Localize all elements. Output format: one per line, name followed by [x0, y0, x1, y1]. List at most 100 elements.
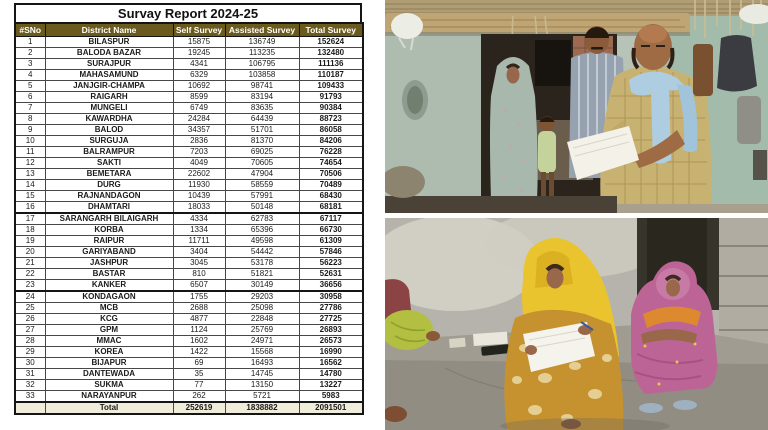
cell-self-survey: 11711 — [172, 234, 226, 247]
cell-total-survey: 26893 — [298, 323, 364, 336]
cell-self-survey: 77 — [172, 378, 226, 391]
cell-total-survey: 132480 — [298, 46, 364, 59]
pen — [580, 321, 594, 331]
cell-district: GPM — [44, 323, 174, 336]
cell-assisted-survey: 1838882 — [224, 400, 300, 414]
col-header-assisted-survey: Assisted Survey — [224, 22, 300, 37]
cell-sno: 13 — [14, 167, 46, 180]
table-row: 16 DHAMTARI 18033 50148 68181 — [14, 200, 364, 213]
table-row: 11 BALRAMPUR 7203 69025 76228 — [14, 145, 364, 158]
cell-assisted-survey: 62783 — [224, 211, 300, 225]
cell-sno: 33 — [14, 389, 46, 402]
cell-sno: 7 — [14, 101, 46, 114]
cell-self-survey: 6507 — [172, 278, 226, 291]
cell-district: KONDAGAON — [44, 289, 174, 303]
dark-ground — [385, 196, 617, 213]
cell-total-survey: 84206 — [298, 134, 364, 147]
cell-assisted-survey: 24971 — [224, 334, 300, 347]
cell-sno: 18 — [14, 223, 46, 236]
cell-district: Total — [44, 400, 174, 414]
cell-district: BALRAMPUR — [44, 145, 174, 158]
cell-total-survey: 91793 — [298, 90, 364, 103]
cell-assisted-survey: 65396 — [224, 223, 300, 236]
cell-district: RAIGARH — [44, 90, 174, 103]
cell-assisted-survey: 30149 — [224, 278, 300, 291]
cell-total-survey: 109433 — [298, 79, 364, 92]
cell-total-survey: 76228 — [298, 145, 364, 158]
table-row: 19 RAIPUR 11711 49598 61309 — [14, 234, 364, 247]
woman-pink-saree — [631, 261, 718, 413]
cell-total-survey: 66730 — [298, 223, 364, 236]
cell-total-survey: 36656 — [298, 278, 364, 291]
table-total-row: Total 252619 1838882 2091501 — [14, 400, 364, 414]
cell-sno: 8 — [14, 112, 46, 125]
cell-total-survey: 86058 — [298, 123, 364, 136]
cell-total-survey: 27786 — [298, 301, 364, 314]
table-row: 29 KOREA 1422 15568 16990 — [14, 345, 364, 358]
cell-self-survey: 10439 — [172, 189, 226, 202]
cell-total-survey: 14780 — [298, 367, 364, 380]
cell-self-survey: 1755 — [172, 289, 226, 303]
sack — [385, 166, 425, 198]
cell-self-survey: 4877 — [172, 312, 226, 325]
cell-district: JANJGIR-CHAMPA — [44, 79, 174, 92]
cell-self-survey: 18033 — [172, 200, 226, 213]
table-row: 4 MAHASAMUND 6329 103858 110187 — [14, 68, 364, 81]
cell-self-survey: 4341 — [172, 57, 226, 70]
cell-district: KCG — [44, 312, 174, 325]
cell-sno: 16 — [14, 200, 46, 213]
table-row: 32 SUKMA 77 13150 13227 — [14, 378, 364, 391]
cell-assisted-survey: 70605 — [224, 156, 300, 169]
cell-total-survey: 67117 — [298, 211, 364, 225]
cell-assisted-survey: 69025 — [224, 145, 300, 158]
table-row: 13 BEMETARA 22602 47904 70506 — [14, 167, 364, 180]
cell-sno: 2 — [14, 46, 46, 59]
table-row: 12 SAKTI 4049 70605 74654 — [14, 156, 364, 169]
cell-self-survey: 8599 — [172, 90, 226, 103]
cell-district: MMAC — [44, 334, 174, 347]
cell-district: DHAMTARI — [44, 200, 174, 213]
cell-district: KORBA — [44, 223, 174, 236]
cell-self-survey: 3404 — [172, 245, 226, 258]
cell-self-survey: 1422 — [172, 345, 226, 358]
cell-assisted-survey: 83194 — [224, 90, 300, 103]
cell-district: BEMETARA — [44, 167, 174, 180]
cell-self-survey: 6329 — [172, 68, 226, 81]
survey-table-body: 1 BILASPUR 15875 136749 152624 2 BALODA BAZAR 1… — [14, 35, 364, 414]
table-row: 5 JANJGIR-CHAMPA 10692 98741 109433 — [14, 79, 364, 92]
table-row: 31 DANTEWADA 35 14745 14780 — [14, 367, 364, 380]
cell-sno: 3 — [14, 57, 46, 70]
cell-assisted-survey: 14745 — [224, 367, 300, 380]
cell-sno: 17 — [14, 211, 46, 225]
cell-sno: 5 — [14, 79, 46, 92]
hanging-clothes — [693, 35, 767, 180]
cell-sno: 20 — [14, 245, 46, 258]
table-row: 28 MMAC 1602 24971 26573 — [14, 334, 364, 347]
cell-assisted-survey: 98741 — [224, 79, 300, 92]
cell-self-survey: 4334 — [172, 211, 226, 225]
cell-assisted-survey: 64439 — [224, 112, 300, 125]
cell-total-survey: 70489 — [298, 178, 364, 191]
table-row: 21 JASHPUR 3045 53178 56223 — [14, 256, 364, 269]
cell-assisted-survey: 5721 — [224, 389, 300, 402]
cell-self-survey: 810 — [172, 267, 226, 280]
cell-district: SUKMA — [44, 378, 174, 391]
cell-total-survey: 56223 — [298, 256, 364, 269]
cell-district: BALOD — [44, 123, 174, 136]
cell-assisted-survey: 47904 — [224, 167, 300, 180]
cell-assisted-survey: 54442 — [224, 245, 300, 258]
cell-self-survey: 15875 — [172, 35, 226, 48]
stone-steps — [719, 218, 768, 348]
table-row: 20 GARIYABAND 3404 54442 57846 — [14, 245, 364, 258]
cell-total-survey: 13227 — [298, 378, 364, 391]
cell-assisted-survey: 51821 — [224, 267, 300, 280]
cell-total-survey: 61309 — [298, 234, 364, 247]
cell-total-survey: 111136 — [298, 57, 364, 70]
cell-self-survey: 35 — [172, 367, 226, 380]
cell-total-survey: 70506 — [298, 167, 364, 180]
cell-self-survey: 1334 — [172, 223, 226, 236]
cell-sno: 27 — [14, 323, 46, 336]
cell-sno: 25 — [14, 301, 46, 314]
table-row: 22 BASTAR 810 51821 52631 — [14, 267, 364, 280]
cell-district: BIJAPUR — [44, 356, 174, 369]
